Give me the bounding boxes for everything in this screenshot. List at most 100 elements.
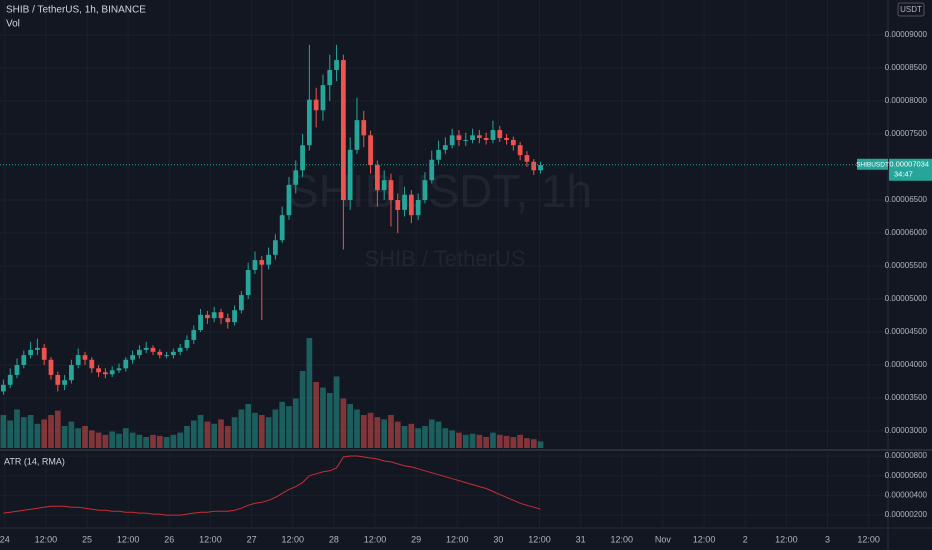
candle-body bbox=[62, 380, 67, 385]
x-tick-label: 12:00 bbox=[117, 534, 140, 544]
candle-body bbox=[103, 372, 108, 375]
volume-bar bbox=[27, 415, 34, 448]
candle-body bbox=[116, 368, 122, 371]
candle-body bbox=[429, 159, 435, 181]
candle-body bbox=[218, 312, 224, 319]
candle-body bbox=[463, 139, 469, 141]
candle-body bbox=[436, 149, 441, 160]
x-tick-label: 24 bbox=[0, 534, 10, 544]
volume-bar bbox=[524, 438, 530, 448]
candle-body bbox=[524, 155, 530, 162]
candle-body bbox=[538, 165, 543, 171]
candle-body bbox=[415, 200, 421, 216]
volume-bar bbox=[265, 417, 272, 448]
volume-bar bbox=[184, 426, 190, 448]
currency[interactable]: USDT bbox=[900, 5, 922, 14]
candle-body bbox=[1, 384, 6, 392]
candle-body bbox=[41, 347, 47, 360]
volume-bar bbox=[204, 421, 211, 448]
x-tick-label: 28 bbox=[329, 534, 339, 544]
volume-bar bbox=[48, 415, 54, 448]
candle-body bbox=[259, 260, 265, 265]
x-tick-label: 12:00 bbox=[199, 534, 222, 544]
x-tick-label: 12:00 bbox=[364, 534, 387, 544]
y-tick-label: 0.00004000 bbox=[885, 360, 928, 369]
volume-bar bbox=[299, 371, 306, 448]
candle-body bbox=[137, 349, 142, 356]
y-tick-label: 0.00008000 bbox=[885, 96, 928, 105]
x-tick-label: 29 bbox=[411, 534, 421, 544]
volume-bar bbox=[88, 430, 95, 448]
candle-body bbox=[408, 194, 414, 216]
volume-bar bbox=[326, 393, 333, 448]
candle-body bbox=[191, 330, 197, 340]
candle-body bbox=[211, 312, 217, 319]
volume-bar bbox=[449, 430, 456, 448]
volume-bar bbox=[415, 428, 422, 448]
candle-body bbox=[232, 310, 237, 323]
candle-body bbox=[7, 374, 13, 385]
volume-bar bbox=[374, 417, 381, 448]
candle-body bbox=[123, 359, 129, 369]
x-tick-label: 12:00 bbox=[446, 534, 469, 544]
volume-bar bbox=[245, 404, 252, 448]
y-tick-label: 0.00005500 bbox=[885, 261, 928, 270]
x-tick-label: 12:00 bbox=[611, 534, 634, 544]
volume-bar bbox=[367, 412, 374, 448]
grid bbox=[0, 0, 888, 528]
volume-bar bbox=[503, 435, 510, 448]
volume-bar bbox=[211, 423, 218, 448]
x-tick-label: 12:00 bbox=[693, 534, 716, 544]
volume-bar bbox=[95, 432, 102, 448]
candle-body bbox=[184, 339, 190, 348]
y-tick-label: 0.00003000 bbox=[885, 426, 928, 435]
volume-bar bbox=[0, 415, 7, 448]
currency-box[interactable] bbox=[897, 2, 925, 17]
candle-body bbox=[483, 137, 489, 140]
volume-bar bbox=[156, 435, 163, 448]
atr-tick-label: 0.00000600 bbox=[885, 471, 928, 480]
volume-bar bbox=[313, 382, 320, 448]
candle-body bbox=[21, 355, 27, 366]
candle-body bbox=[130, 355, 135, 360]
x-tick-label: 31 bbox=[576, 534, 586, 544]
volume-bar bbox=[517, 434, 524, 448]
volume-bar bbox=[68, 421, 75, 448]
candle-body bbox=[55, 374, 61, 385]
volume-bar bbox=[483, 437, 490, 448]
volume-bar bbox=[41, 419, 48, 448]
candle-body bbox=[150, 347, 156, 352]
candle-body bbox=[143, 347, 149, 350]
candle-body bbox=[48, 359, 54, 375]
volume-bar bbox=[143, 437, 150, 448]
volume-bar bbox=[381, 419, 388, 448]
volume-bar bbox=[231, 417, 238, 448]
volume-bar bbox=[102, 434, 109, 448]
candle-body bbox=[171, 351, 176, 356]
atr-tick-label: 0.00000200 bbox=[885, 510, 928, 519]
volume-bar bbox=[490, 432, 496, 448]
y-tick-label: 0.00006000 bbox=[885, 228, 928, 237]
candle-body bbox=[456, 135, 462, 140]
y-tick-label: 0.00009000 bbox=[885, 30, 928, 39]
volume-bar bbox=[388, 415, 394, 448]
candle-body bbox=[510, 139, 516, 146]
volume-bar bbox=[224, 426, 231, 448]
volume-bar bbox=[122, 428, 129, 448]
volume-bar bbox=[360, 415, 367, 448]
volume-bar bbox=[279, 401, 286, 448]
volume-bar bbox=[218, 419, 224, 448]
candle-body bbox=[368, 135, 373, 166]
watermark: SHIBUSDT, 1h bbox=[288, 165, 592, 217]
candle-body bbox=[306, 99, 312, 146]
volume-bar bbox=[462, 434, 469, 448]
volume-bar bbox=[20, 417, 27, 448]
candle-body bbox=[96, 368, 101, 373]
volume-bar bbox=[428, 419, 435, 448]
candle-body bbox=[470, 135, 475, 140]
volume-bar bbox=[408, 423, 415, 448]
candle-body bbox=[157, 351, 163, 356]
volume-bar bbox=[258, 415, 265, 448]
volume-bar bbox=[530, 439, 537, 448]
